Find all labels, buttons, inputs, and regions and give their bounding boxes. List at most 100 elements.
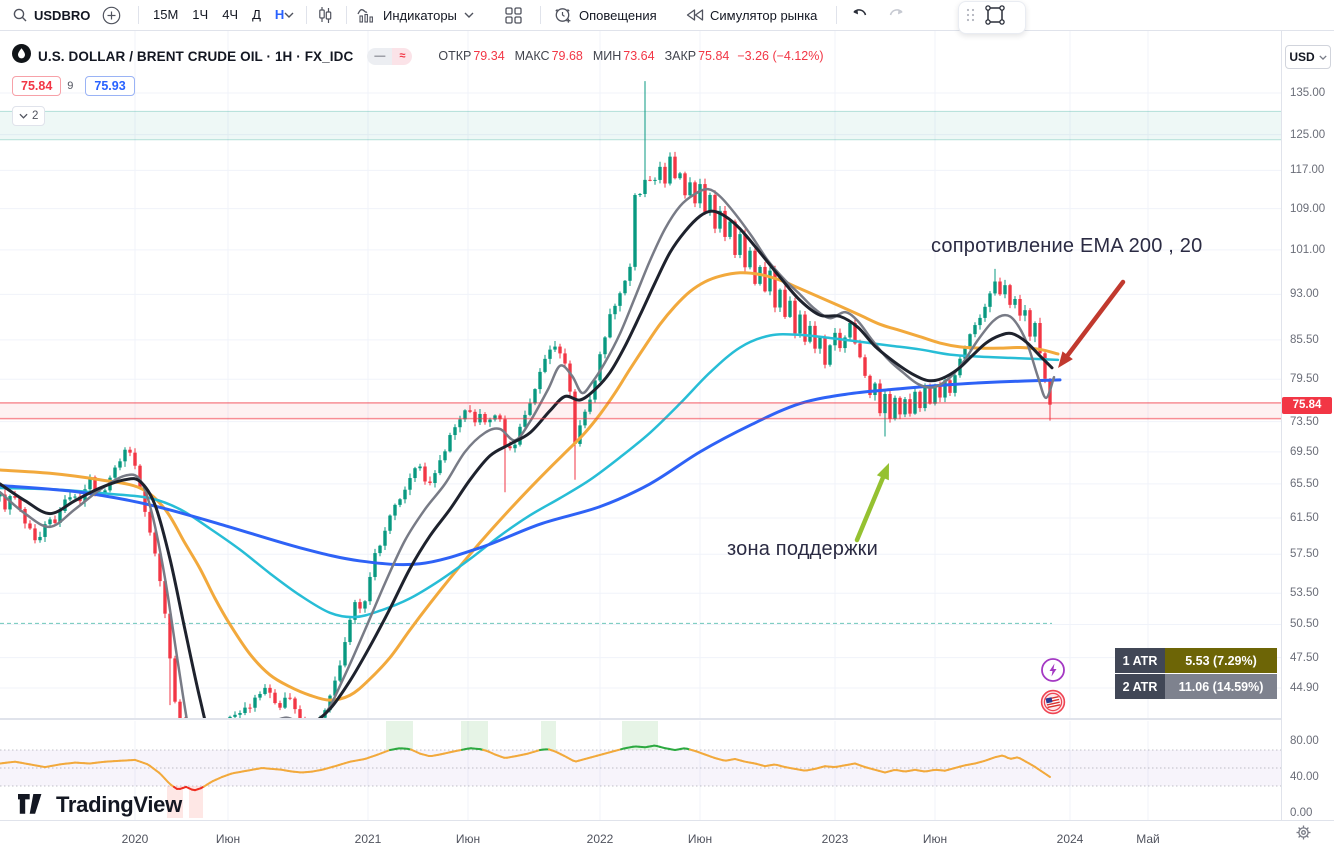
tradingview-logo[interactable]: TradingView	[18, 792, 182, 818]
time-axis-label: Июн	[455, 832, 481, 846]
ohlc-readout: ОТКР 79.34 МАКС 79.68 МИН 73.64 ЗАКР 75.84 −…	[428, 49, 823, 63]
ma-blue	[0, 378, 1062, 567]
chart-header: U.S. DOLLAR / BRENT CRUDE OIL · 1Н · FX_…	[12, 44, 824, 126]
rsi-axis-label: 40.00	[1290, 771, 1319, 783]
market-simulator-button[interactable]: Симулятор рынка	[686, 0, 817, 30]
undo-icon	[853, 9, 867, 16]
price-axis-label: 61.50	[1290, 511, 1319, 524]
rsi-axis-label: 0.00	[1290, 807, 1313, 819]
resistance-annotation[interactable]: сопротивление EMA 200 , 20	[931, 235, 1203, 257]
chevron-down-icon	[464, 12, 474, 18]
collapse-indicators-chip[interactable]: 2	[12, 106, 46, 126]
atr-row-1: 1 ATR 5.53 (7.29%)	[1115, 648, 1277, 673]
layout-grid-button[interactable]	[505, 0, 522, 30]
price-axis[interactable]: 135.00 125.00 117.00 109.00 101.00 93.00 85.50…	[1281, 30, 1334, 820]
gear-icon[interactable]	[1296, 825, 1311, 845]
timeframe-button-15M[interactable]: 15M	[153, 7, 179, 22]
time-axis-label: 2022	[586, 832, 614, 846]
rsi-pane[interactable]	[0, 721, 1281, 820]
alerts-label: Оповещения	[579, 7, 657, 23]
compare-add-button[interactable]	[102, 0, 121, 30]
chart-style-button[interactable]	[316, 0, 334, 30]
collapse-count: 2	[32, 110, 39, 122]
time-axis-label: 2020	[121, 832, 149, 846]
bid-price-box[interactable]: 75.84	[12, 76, 62, 96]
timeframe-button-Н[interactable]: Н	[274, 7, 285, 22]
alerts-button[interactable]: Оповещения	[553, 0, 657, 30]
selection-tool-icon[interactable]	[983, 3, 1007, 32]
time-axis[interactable]: Июн2020Июн2021Июн2022Июн2023Июн2024Май	[0, 820, 1334, 853]
drag-handle-icon[interactable]	[966, 8, 975, 27]
symbol-search-button[interactable]: USDBRO	[12, 0, 90, 30]
timeframe-button-4Ч[interactable]: 4Ч	[222, 7, 239, 22]
price-axis-label: 44.90	[1290, 682, 1319, 694]
toolbar-divider	[346, 6, 347, 24]
tradingview-mark-icon	[18, 794, 42, 814]
ma-orange	[0, 271, 1060, 702]
redo-button[interactable]	[886, 0, 906, 30]
price-axis-label: 50.50	[1290, 618, 1319, 631]
timeframe-group: 15M 1Ч 4Ч Д Н	[146, 0, 291, 30]
atr2-value: 11.06 (14.59%)	[1165, 674, 1277, 699]
legend-toggle[interactable]: — ≈	[367, 47, 413, 65]
support-annotation[interactable]: зона поддержки	[727, 538, 878, 560]
price-axis-label: 135.00	[1290, 87, 1326, 99]
price-axis-label: 65.50	[1290, 477, 1319, 490]
top-toolbar: USDBRO 15M 1Ч 4Ч Д Н Индикаторы	[0, 0, 1334, 34]
timeframe-button-1Ч[interactable]: 1Ч	[192, 7, 209, 22]
us-flag-badge-icon[interactable]	[1040, 689, 1066, 720]
time-axis-label: Май	[1136, 832, 1160, 846]
indicators-button[interactable]: Индикаторы	[357, 0, 474, 30]
change-value: −3.26 (−4.12%)	[737, 49, 824, 63]
minimize-icon[interactable]: —	[367, 47, 393, 65]
main-pane[interactable]	[0, 30, 1281, 810]
ask-price-box[interactable]: 75.93	[85, 76, 135, 96]
last-price-tag: 75.84	[1282, 396, 1332, 414]
approx-icon[interactable]: ≈	[392, 47, 413, 65]
time-axis-label: Июн	[922, 832, 948, 846]
rsi-axis-label: 80.00	[1290, 735, 1319, 747]
atr1-value: 5.53 (7.29%)	[1165, 648, 1277, 673]
close-label: ЗАКР	[664, 49, 697, 63]
toolbar-divider	[836, 6, 837, 24]
low-value: 73.64	[623, 49, 655, 63]
close-value: 75.84	[698, 49, 730, 63]
chevron-down-icon	[284, 12, 294, 18]
open-label: ОТКР	[438, 49, 472, 63]
price-axis-label: 79.50	[1290, 373, 1319, 386]
atr2-label: 2 ATR	[1115, 674, 1165, 699]
indicators-icon	[357, 6, 377, 24]
timeframe-dropdown[interactable]	[284, 0, 294, 30]
indicators-label: Индикаторы	[383, 7, 457, 23]
price-axis-label: 101.00	[1290, 243, 1326, 256]
undo-button[interactable]	[850, 0, 870, 30]
price-axis-label: 57.50	[1290, 548, 1319, 561]
simulator-label: Симулятор рынка	[710, 7, 818, 23]
ma-black	[0, 209, 1054, 718]
toolbar-divider	[306, 6, 307, 24]
currency-label: USD	[1289, 50, 1315, 64]
chart-badges	[1040, 657, 1066, 720]
floating-tool-card	[958, 1, 1026, 34]
price-axis-label: 47.50	[1290, 651, 1319, 664]
timeframe-button-Д[interactable]: Д	[252, 7, 261, 22]
grid-icon	[505, 6, 522, 24]
time-axis-label: Июн	[215, 832, 241, 846]
price-axis-label: 69.50	[1290, 445, 1319, 458]
candlestick-icon	[316, 6, 334, 24]
open-value: 79.34	[473, 49, 505, 63]
chevron-down-icon	[19, 113, 28, 119]
time-axis-label: 2024	[1056, 832, 1084, 846]
price-axis-label: 85.50	[1290, 333, 1319, 346]
redo-icon	[889, 9, 903, 16]
search-icon	[12, 7, 28, 23]
oil-symbol-logo	[12, 44, 31, 68]
currency-selector[interactable]: USD	[1285, 45, 1331, 69]
lightning-badge-icon[interactable]	[1040, 657, 1066, 688]
rewind-icon	[686, 8, 704, 22]
price-axis-label: 53.50	[1290, 587, 1319, 600]
plus-circle-icon	[102, 6, 121, 25]
symbol-title[interactable]: U.S. DOLLAR / BRENT CRUDE OIL · 1Н · FX_…	[38, 48, 354, 64]
price-axis-label: 73.50	[1290, 415, 1319, 428]
